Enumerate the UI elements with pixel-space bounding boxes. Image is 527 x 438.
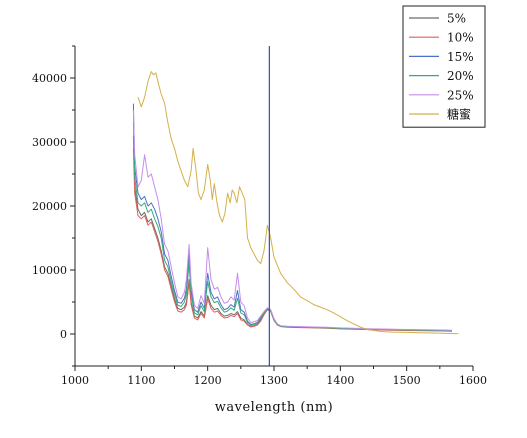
- series-line-5: [132, 109, 452, 331]
- legend-label-3: 15%: [447, 50, 474, 64]
- legend-label-6: 糖蜜: [447, 107, 471, 122]
- x-tick-label: 1500: [393, 374, 421, 387]
- x-tick-label: 1100: [127, 374, 155, 387]
- series-line-4: [132, 122, 452, 332]
- x-tick-label: 1000: [61, 374, 89, 387]
- y-tick-label: 30000: [32, 136, 67, 149]
- x-tick-label: 1200: [194, 374, 222, 387]
- y-tick-label: 40000: [32, 72, 67, 85]
- y-tick-label: 10000: [32, 264, 67, 277]
- y-tick-label: 20000: [32, 200, 67, 213]
- legend: 5% 10% 15% 20% 25% 糖蜜: [402, 5, 486, 128]
- plot-lines: [132, 46, 459, 366]
- legend-label-2: 10%: [447, 31, 474, 45]
- legend-box: [402, 5, 486, 128]
- x-tick-label: 1600: [459, 374, 487, 387]
- legend-label-4: 20%: [447, 69, 474, 83]
- legend-label-1: 5%: [447, 12, 466, 26]
- series-line-3: [132, 103, 452, 331]
- x-tick-label: 1300: [260, 374, 288, 387]
- series-line-6: [137, 71, 459, 335]
- series-line-1: [132, 135, 452, 332]
- y-tick-label: 0: [60, 328, 67, 341]
- legend-label-5: 25%: [447, 88, 474, 102]
- x-tick-label: 1400: [326, 374, 354, 387]
- x-axis-title: wavelength (nm): [215, 400, 334, 415]
- axes: 1000 1100 1200 1300 1400 1500 1600 0 10000 20000 3…: [32, 45, 487, 387]
